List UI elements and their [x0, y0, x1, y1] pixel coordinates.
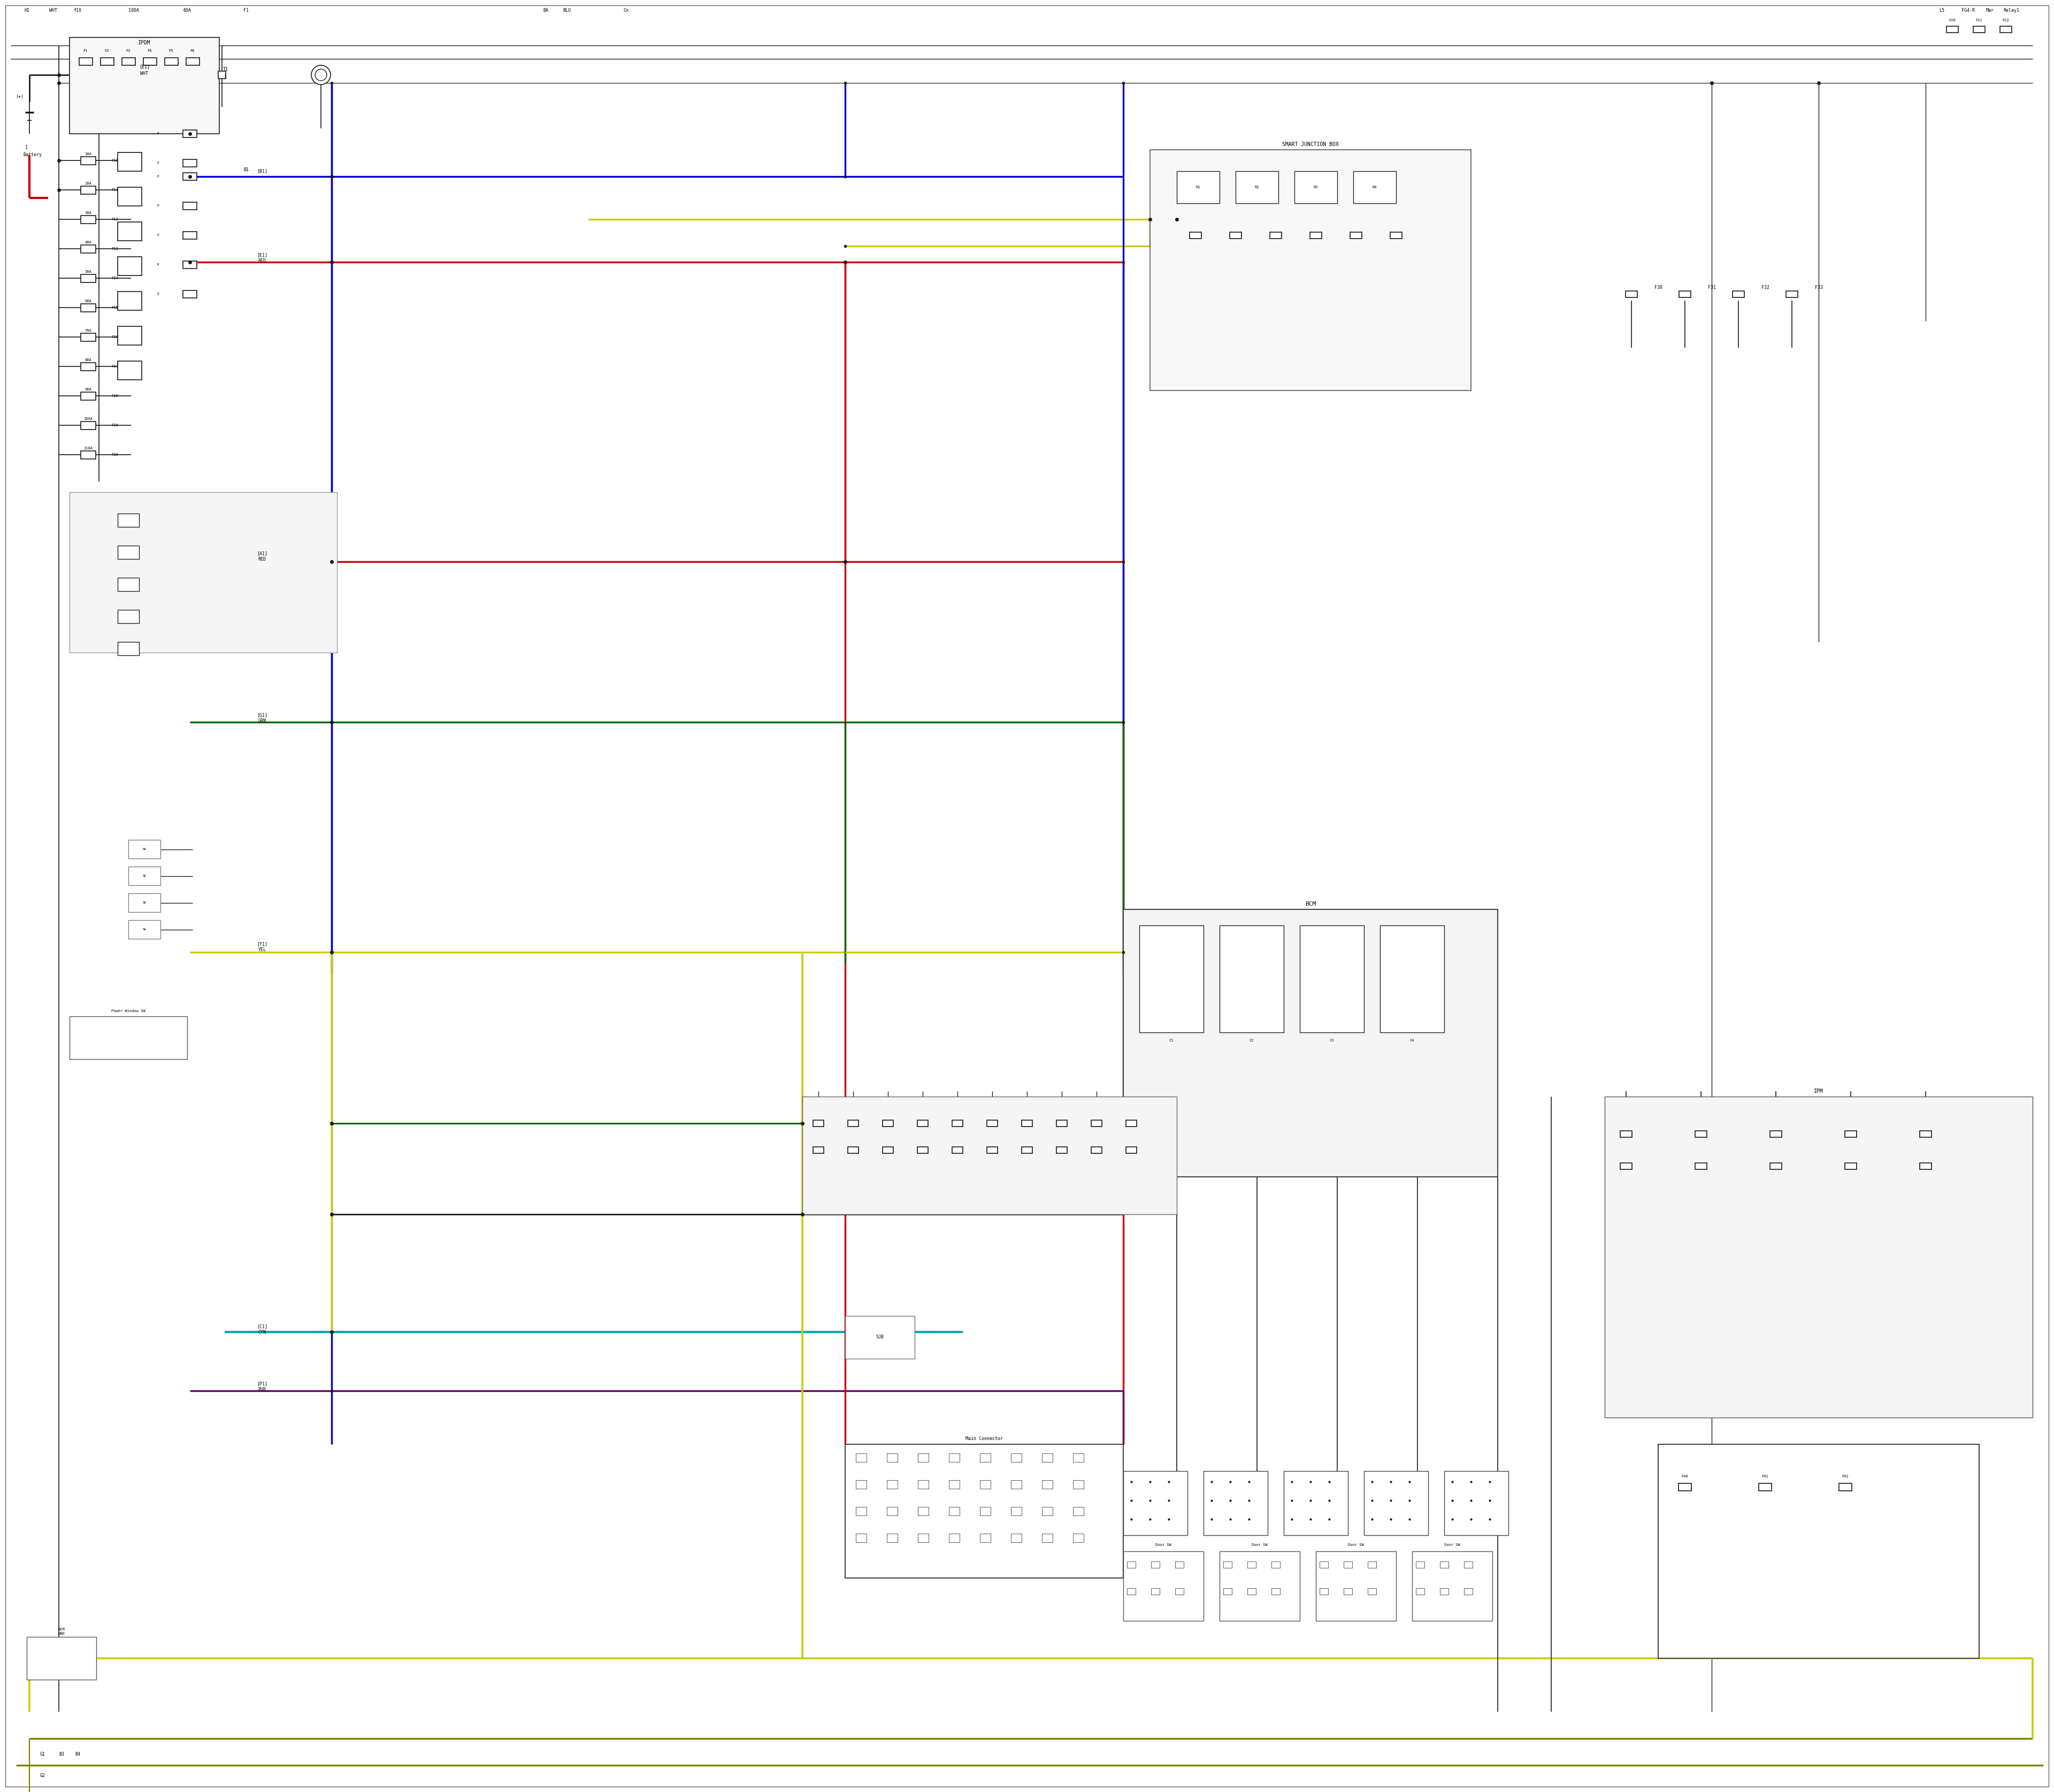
Text: 20A: 20A — [84, 181, 92, 185]
Bar — [949, 1480, 959, 1489]
Bar — [1440, 1588, 1448, 1595]
Bar — [1269, 233, 1282, 238]
Bar — [986, 1120, 998, 1127]
Bar — [1126, 1147, 1136, 1154]
Bar — [183, 290, 197, 297]
Bar — [1220, 925, 1284, 1032]
Bar — [1771, 1163, 1781, 1170]
Text: Door SW: Door SW — [1347, 1543, 1364, 1546]
Bar — [80, 215, 97, 224]
Bar — [918, 1453, 928, 1462]
Bar — [80, 392, 97, 400]
Bar — [1844, 1163, 1857, 1170]
Text: F41: F41 — [1762, 1475, 1768, 1478]
Bar — [1011, 1507, 1021, 1516]
Bar — [1625, 290, 1637, 297]
Bar — [1787, 290, 1797, 297]
Bar — [1271, 1588, 1280, 1595]
Bar — [1368, 1588, 1376, 1595]
Bar — [70, 493, 337, 652]
Bar — [1247, 1588, 1255, 1595]
Text: (+): (+) — [16, 93, 25, 99]
Text: IPDM: IPDM — [138, 39, 150, 45]
Text: Cn: Cn — [622, 9, 629, 13]
Text: Power Window SW: Power Window SW — [111, 1009, 146, 1012]
Bar — [117, 326, 142, 346]
Bar — [813, 1120, 824, 1127]
Text: Battery: Battery — [23, 152, 41, 158]
Bar — [117, 222, 142, 240]
Bar — [127, 867, 160, 885]
Text: F22: F22 — [2003, 18, 2009, 22]
Bar — [1220, 1552, 1300, 1620]
Text: F13: F13 — [111, 247, 119, 251]
Text: SMART JUNCTION BOX: SMART JUNCTION BOX — [1282, 142, 1339, 147]
Bar — [1920, 1131, 1931, 1138]
Bar — [1140, 925, 1204, 1032]
Text: B1: B1 — [242, 168, 249, 172]
Bar — [949, 1534, 959, 1543]
Text: 10A: 10A — [84, 152, 92, 156]
Bar — [218, 72, 226, 79]
Bar — [183, 172, 197, 181]
Bar — [1021, 1120, 1033, 1127]
Bar — [887, 1507, 898, 1516]
Bar — [1310, 233, 1321, 238]
Bar — [1237, 172, 1278, 202]
Bar — [2001, 27, 2011, 32]
Text: F: F — [156, 161, 158, 165]
Bar — [164, 57, 179, 65]
Text: F6: F6 — [191, 48, 195, 52]
Bar — [1150, 1588, 1161, 1595]
Bar — [80, 421, 97, 430]
Text: Relay1: Relay1 — [2003, 9, 2019, 13]
Text: F12: F12 — [111, 217, 119, 220]
Text: F17: F17 — [111, 366, 119, 367]
Bar — [80, 333, 97, 340]
Text: F31: F31 — [1707, 285, 1715, 290]
Text: Door SW: Door SW — [1251, 1543, 1267, 1546]
Text: F11: F11 — [111, 188, 119, 192]
Text: F2: F2 — [105, 48, 109, 52]
Bar — [1317, 1552, 1397, 1620]
Text: BCM
GND: BCM GND — [58, 1629, 66, 1634]
Text: FG4-R: FG4-R — [1962, 9, 1976, 13]
Bar — [1758, 1484, 1771, 1491]
Text: H1: H1 — [25, 9, 29, 13]
Text: C2: C2 — [1249, 1039, 1253, 1041]
Text: B4: B4 — [74, 1753, 80, 1756]
Bar — [1056, 1120, 1068, 1127]
Bar — [1124, 1471, 1187, 1536]
Bar — [127, 919, 160, 939]
Text: F42: F42 — [1842, 1475, 1849, 1478]
Bar — [1920, 1163, 1931, 1170]
Bar — [1319, 1561, 1329, 1568]
Bar — [1391, 233, 1403, 238]
Bar — [1294, 172, 1337, 202]
Text: G2: G2 — [41, 1774, 45, 1778]
Bar — [1271, 1561, 1280, 1568]
Bar — [883, 1120, 893, 1127]
Bar — [844, 1315, 914, 1358]
Text: F: F — [156, 176, 158, 177]
Bar — [1204, 1471, 1267, 1536]
Text: SW: SW — [142, 848, 146, 851]
Bar — [1041, 1534, 1052, 1543]
Bar — [1189, 233, 1202, 238]
Text: Door SW: Door SW — [1156, 1543, 1171, 1546]
Text: F: F — [156, 133, 158, 136]
Bar — [1011, 1453, 1021, 1462]
Bar — [1368, 1561, 1376, 1568]
Bar — [1844, 1131, 1857, 1138]
Bar — [1300, 925, 1364, 1032]
Bar — [1011, 1534, 1021, 1543]
Text: WHT: WHT — [49, 9, 58, 13]
Bar — [1354, 172, 1397, 202]
Bar — [117, 514, 140, 527]
Bar — [949, 1507, 959, 1516]
Text: [C1]
CYN: [C1] CYN — [257, 1324, 267, 1335]
Bar — [1695, 1131, 1707, 1138]
Bar — [1604, 1097, 2033, 1417]
Bar — [117, 545, 140, 559]
Bar — [1415, 1588, 1423, 1595]
